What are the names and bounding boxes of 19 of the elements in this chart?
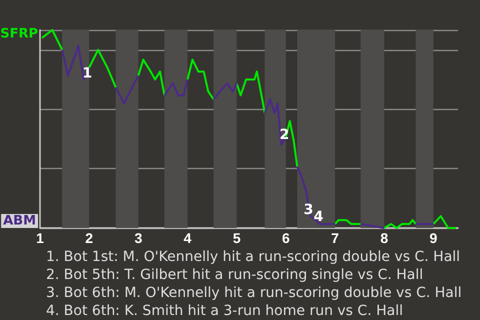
text: 1. Bot 1st: M. O'Kennelly hit a run-scoring double vs C. Hall [46, 248, 462, 266]
x-tick-label: 2 [85, 230, 94, 246]
x-tick-label: 4 [184, 230, 192, 246]
x-tick-label: 6 [282, 230, 290, 246]
annotation: 4 [314, 209, 324, 225]
x-tick-label: 8 [380, 230, 388, 246]
series-label: SFRP [0, 26, 38, 42]
x-tick-label: 1 [36, 230, 44, 246]
text: 4. Bot 6th: K. Smith hit a 3-run home run vs C. Hall [46, 302, 404, 320]
annotation: 3 [304, 202, 314, 218]
x-tick-label: 9 [430, 230, 438, 246]
text: ABM [3, 214, 36, 228]
annotation: 1 [82, 66, 92, 82]
text: 3. Bot 6th: M. O'Kennelly hit a run-scoring double vs C. Hall [46, 284, 462, 302]
text: 2. Bot 5th: T. Gilbert hit a run-scoring single vs C. Hall [46, 266, 424, 284]
x-tick-label: 5 [232, 230, 241, 246]
x-tick-label: 7 [331, 230, 340, 246]
x-tick-label: 3 [134, 230, 142, 246]
annotation: 2 [280, 126, 290, 143]
